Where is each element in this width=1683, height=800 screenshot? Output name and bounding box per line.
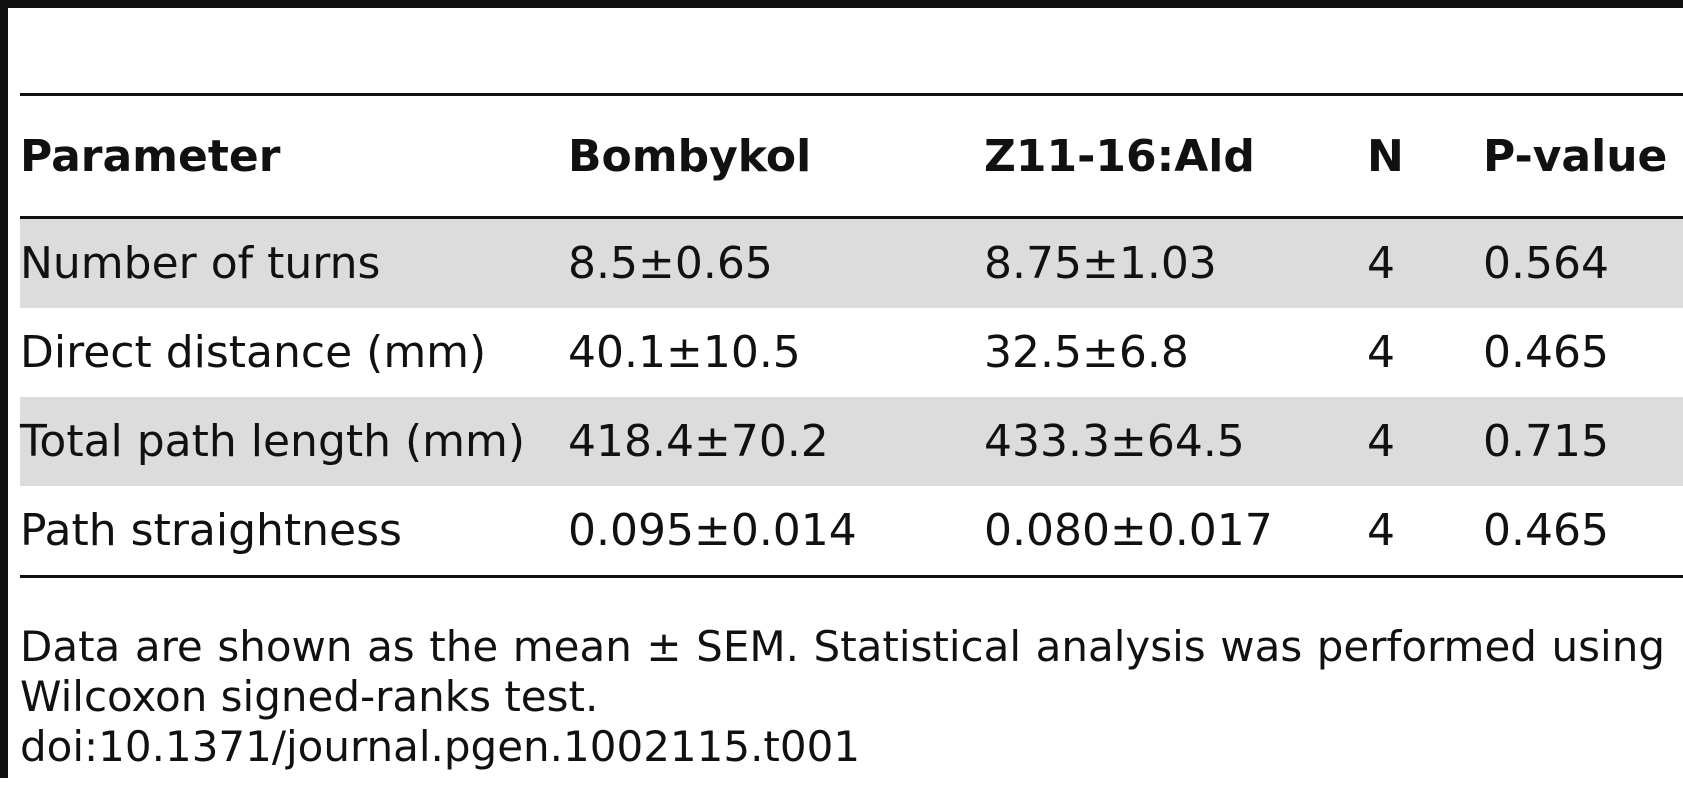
cell-parameter: Number of turns xyxy=(20,217,568,308)
cell-p-value: 0.564 xyxy=(1483,217,1683,308)
cell-parameter: Total path length (mm) xyxy=(20,397,568,486)
header-parameter: Parameter xyxy=(20,96,568,219)
table-row: Direct distance (mm) 40.1±10.5 32.5±6.8 … xyxy=(20,308,1683,397)
cell-n: 4 xyxy=(1367,486,1483,578)
cell-parameter: Path straightness xyxy=(20,486,568,578)
cell-z11-16-ald: 32.5±6.8 xyxy=(984,327,1189,378)
table-row: Total path length (mm) 418.4±70.2 433.3±… xyxy=(20,397,1683,486)
left-border-rule xyxy=(0,0,8,778)
cell-n: 4 xyxy=(1367,397,1483,486)
table-row: Number of turns 8.5±0.65 8.75±1.03 4 0.5… xyxy=(20,217,1683,308)
top-border-rule xyxy=(0,0,1683,8)
cell-p-value: 0.465 xyxy=(1483,327,1609,378)
cell-z11-16-ald: 0.080±0.017 xyxy=(984,486,1367,578)
cell-parameter: Direct distance (mm) xyxy=(20,327,487,378)
cell-z11-16-ald: 433.3±64.5 xyxy=(984,397,1367,486)
header-p-value: P-value xyxy=(1483,96,1683,219)
cell-p-value: 0.715 xyxy=(1483,397,1683,486)
table-top-rule xyxy=(20,93,1683,96)
header-z11-16-ald: Z11-16:Ald xyxy=(984,96,1367,219)
cell-z11-16-ald: 8.75±1.03 xyxy=(984,217,1367,308)
cell-bombykol: 418.4±70.2 xyxy=(568,397,984,486)
cell-p-value: 0.465 xyxy=(1483,486,1683,578)
cell-n: 4 xyxy=(1367,217,1483,308)
header-bombykol: Bombykol xyxy=(568,96,984,219)
cell-bombykol: 40.1±10.5 xyxy=(568,327,801,378)
cell-bombykol: 8.5±0.65 xyxy=(568,217,984,308)
data-table: Parameter Bombykol Z11-16:Ald N P-value … xyxy=(20,96,1683,578)
doi-text: doi:10.1371/journal.pgen.1002115.t001 xyxy=(20,722,861,771)
cell-bombykol: 0.095±0.014 xyxy=(568,486,984,578)
table-row: Path straightness 0.095±0.014 0.080±0.01… xyxy=(20,486,1683,578)
header-n: N xyxy=(1367,96,1483,219)
table-header-row: Parameter Bombykol Z11-16:Ald N P-value xyxy=(20,96,1683,219)
data-table-container: Parameter Bombykol Z11-16:Ald N P-value … xyxy=(20,93,1683,578)
table-footnote: Data are shown as the mean ± SEM. Statis… xyxy=(20,622,1665,721)
cell-n: 4 xyxy=(1367,327,1395,378)
